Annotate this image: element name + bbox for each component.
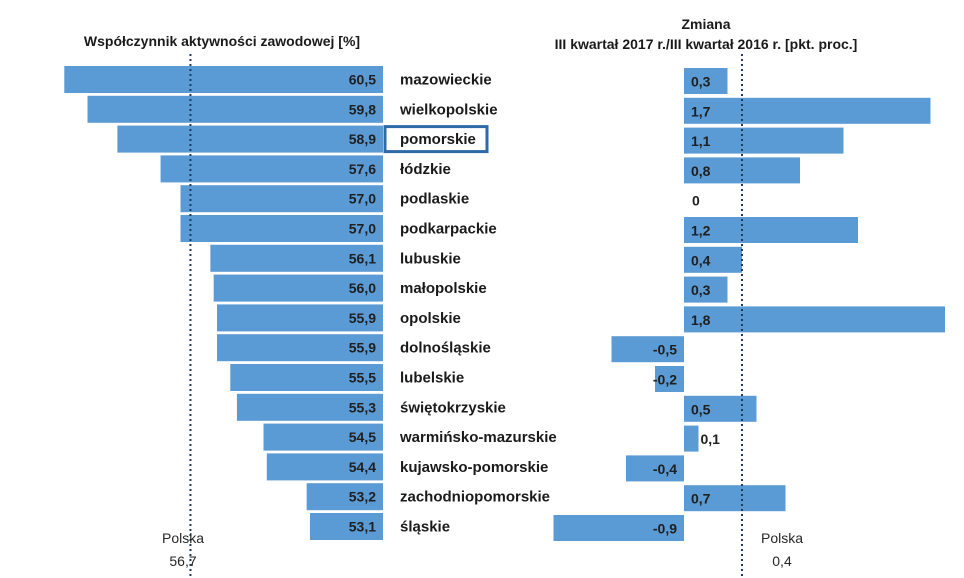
left-bar [117, 125, 384, 153]
left-bar [309, 513, 383, 540]
region-label: wielkopolskie [399, 101, 498, 118]
left-reference-label: Polska [162, 530, 204, 546]
region-label: lubuskie [400, 250, 461, 267]
region-label: lubelskie [400, 370, 464, 387]
right-bar [684, 306, 945, 333]
left-bar-value-label: 59,8 [349, 101, 376, 117]
right-bar-value-label: 1,8 [691, 312, 711, 328]
left-bar [230, 364, 383, 391]
right-bar-value-label: 0,8 [691, 163, 711, 179]
region-labels-group: mazowieckie wielkopolskie pomorskie łódzkie… [383, 72, 557, 536]
left-bar [213, 274, 383, 302]
region-label: małopolskie [400, 280, 487, 297]
right-bar-value-label: 0,3 [691, 282, 711, 298]
region-label: warmińsko-mazurskie [399, 429, 557, 446]
left-bar-value-label: 53,2 [349, 489, 376, 505]
left-bar-value-label: 58,9 [349, 131, 376, 147]
left-bar [87, 95, 384, 123]
right-bar-value-label: 0 [692, 193, 700, 209]
right-reference-value: 0,4 [772, 553, 792, 569]
right-bar [684, 276, 728, 303]
right-bar [684, 485, 786, 512]
right-bar-value-label: -0,5 [653, 342, 677, 358]
right-bar-value-label: 1,2 [691, 223, 711, 239]
right-bar-value-label: -0,2 [653, 372, 677, 388]
left-bar-value-label: 56,1 [349, 250, 376, 266]
left-bar-value-label: 57,0 [349, 221, 376, 237]
region-label: podlaskie [400, 191, 469, 208]
right-reference-label: Polska [761, 530, 803, 546]
right-bar [684, 217, 858, 243]
right-bar [684, 68, 728, 94]
left-bar-value-label: 57,0 [349, 191, 376, 207]
right-bar-value-label: 0,4 [691, 252, 711, 268]
left-bar-value-label: 54,5 [349, 429, 376, 445]
region-label: opolskie [400, 310, 461, 327]
right-bar-value-label: 0,5 [691, 401, 711, 417]
right-bar-value-label: -0,9 [653, 521, 677, 537]
region-label: pomorskie [400, 131, 476, 148]
left-bar [263, 423, 383, 451]
right-bar [611, 336, 684, 363]
left-chart-title: Współczynnik aktywności zawodowej [%] [84, 33, 360, 49]
right-chart-title-line2: III kwartał 2017 r./III kwartał 2016 r. … [555, 36, 858, 52]
left-bar-value-label: 55,9 [349, 340, 376, 356]
highlight-box [383, 125, 489, 154]
right-bar [684, 97, 931, 124]
right-bar-value-label: 1,7 [691, 103, 711, 119]
left-bar-value-label: 55,5 [349, 370, 376, 386]
left-bar-value-label: 55,3 [349, 399, 376, 415]
right-bar [684, 127, 844, 154]
left-bar [180, 185, 383, 213]
region-label: łódzkie [400, 161, 451, 178]
left-bar [266, 453, 383, 481]
region-label: dolnośląskie [400, 340, 491, 357]
left-bar [217, 334, 383, 362]
right-bar-value-label: -0,4 [653, 461, 677, 477]
left-bar [217, 304, 383, 332]
right-bar-value-label: 0,1 [701, 431, 721, 447]
right-bar-value-label: 0,3 [691, 74, 711, 90]
left-bar-value-label: 53,1 [349, 519, 376, 535]
left-bar-value-label: 60,5 [349, 72, 376, 88]
right-bar-value-label: 0,7 [691, 491, 711, 507]
left-reference-value: 56,7 [169, 553, 196, 569]
region-label: mazowieckie [400, 72, 492, 89]
left-bar [180, 215, 383, 242]
right-bar [553, 515, 684, 541]
region-label: śląskie [400, 519, 450, 536]
right-bar [655, 366, 684, 392]
right-bar-value-label: 1,1 [691, 133, 711, 149]
right-bar [684, 425, 699, 452]
right-bars-group: 0,3 1,7 1,1 0,8 0 1,2 0,4 0,3 1,8 -0,5 -0,2 0,5 0,1 -… [553, 68, 945, 541]
right-bar [626, 455, 684, 482]
right-chart-title-line1: Zmiana [681, 16, 730, 32]
region-label: świętokrzyskie [400, 399, 506, 416]
region-label: kujawsko-pomorskie [400, 459, 548, 476]
left-bar [64, 66, 383, 93]
left-bars-group: 60,5 59,8 58,9 57,6 57,0 57,0 56,1 56,0 55,9 55,9… [64, 66, 384, 540]
left-bar [210, 244, 383, 272]
left-bar-value-label: 54,4 [349, 459, 376, 475]
region-label: podkarpackie [400, 221, 497, 238]
region-label: zachodniopomorskie [400, 489, 550, 506]
left-bar [306, 483, 383, 511]
left-bar [236, 393, 383, 421]
left-bar-value-label: 56,0 [349, 280, 376, 296]
left-bar [160, 155, 383, 183]
right-bar [684, 395, 757, 422]
left-bar-value-label: 57,6 [349, 161, 376, 177]
right-bar [684, 246, 742, 273]
left-bar-value-label: 55,9 [349, 310, 376, 326]
